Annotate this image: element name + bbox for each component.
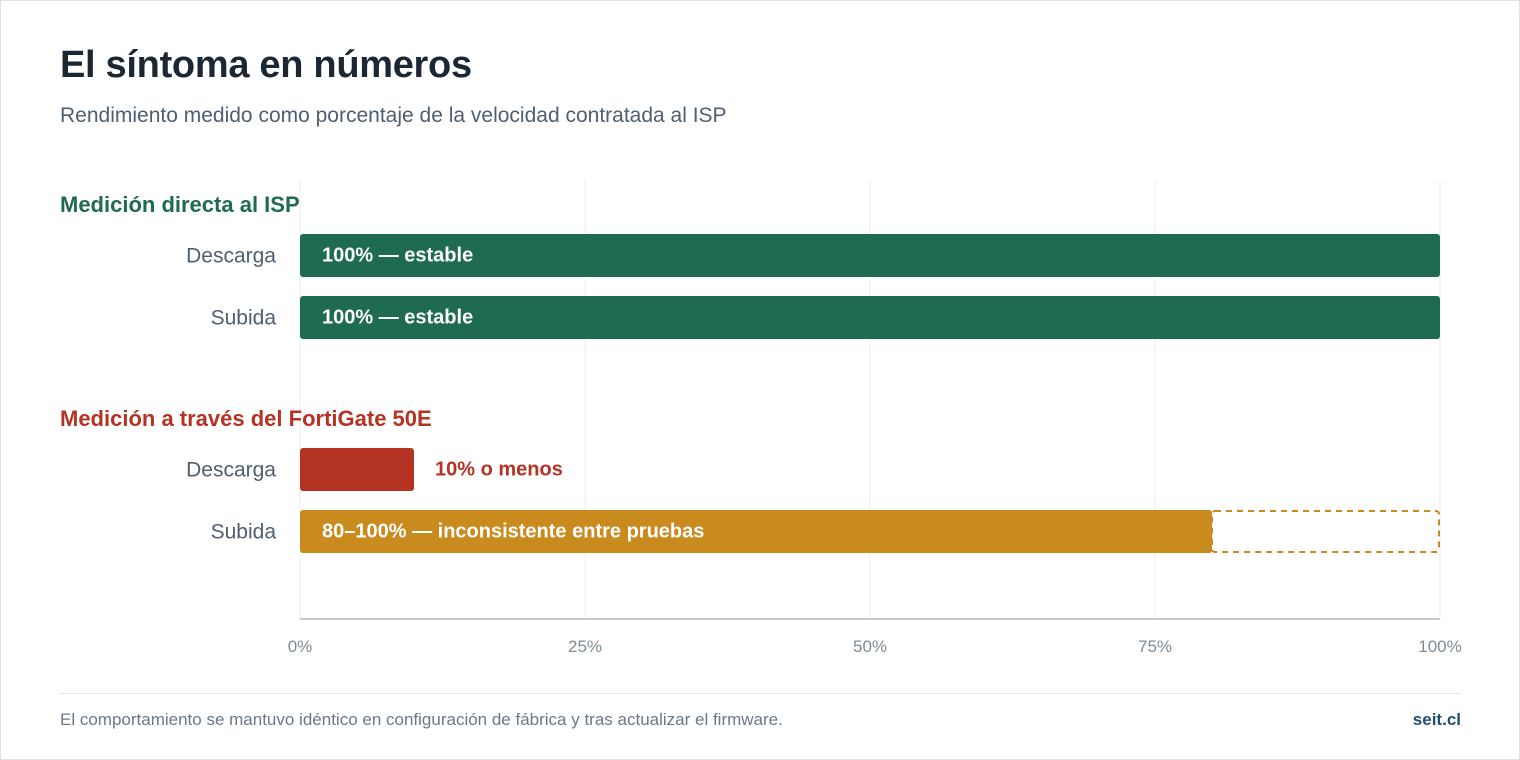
x-tick-label: 0% — [288, 637, 313, 656]
bar-data-label: 100% — estable — [322, 245, 473, 267]
bar — [300, 234, 1440, 277]
bar — [300, 296, 1440, 339]
row-label: Subida — [211, 307, 277, 330]
bar-data-label: 80–100% — inconsistente entre pruebas — [322, 521, 704, 543]
x-tick-label: 25% — [568, 637, 602, 656]
bar — [300, 448, 414, 491]
row-label: Subida — [211, 521, 277, 544]
footer-note: El comportamiento se mantuvo idéntico en… — [60, 710, 783, 729]
bar — [300, 510, 1212, 553]
row-label: Descarga — [186, 459, 276, 482]
page-subtitle: Rendimiento medido como porcentaje de la… — [60, 104, 727, 127]
group-heading: Medición a través del FortiGate 50E — [60, 406, 432, 431]
footer-divider — [60, 693, 1460, 694]
throughput-bar-chart: 0% 25% 50% 75% 100% Medición directa al ISP De… — [60, 180, 1462, 656]
group-heading: Medición directa al ISP — [60, 192, 300, 217]
footer-brand: seit.cl — [1412, 710, 1461, 729]
x-tick-label: 75% — [1138, 637, 1172, 656]
bar-data-label: 100% — estable — [322, 307, 473, 329]
page-title: El síntoma en números — [60, 44, 472, 86]
x-tick-label: 100% — [1418, 637, 1461, 656]
bar-data-label: 10% o menos — [435, 459, 563, 481]
row-label: Descarga — [186, 245, 276, 268]
bar-range-extension — [1211, 510, 1440, 553]
x-tick-label: 50% — [853, 637, 887, 656]
